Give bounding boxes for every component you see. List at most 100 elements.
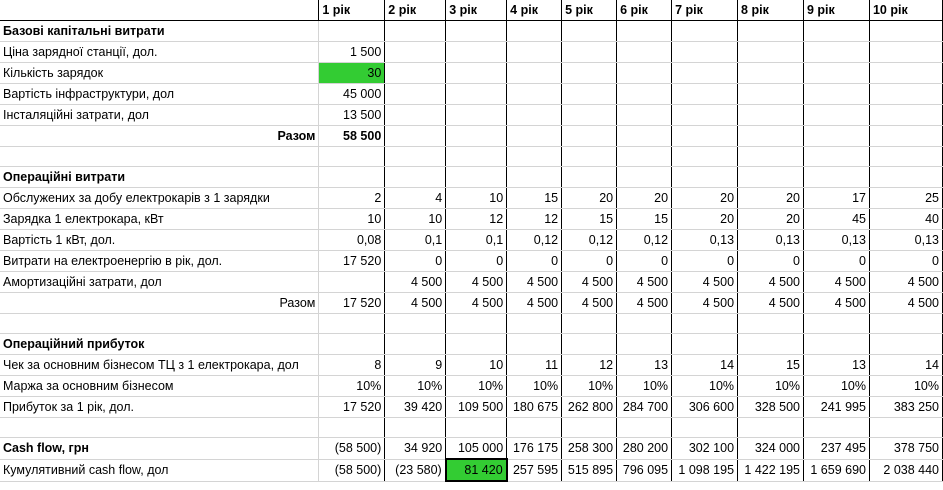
value-cell[interactable] xyxy=(671,41,739,63)
value-cell[interactable] xyxy=(869,125,943,147)
value-cell[interactable]: 257 595 xyxy=(506,459,563,482)
year-header-cell[interactable]: 6 рік xyxy=(616,0,673,21)
value-cell[interactable]: 2 xyxy=(318,187,386,209)
value-cell[interactable]: 4 500 xyxy=(671,292,739,314)
value-cell[interactable] xyxy=(506,104,563,126)
value-cell[interactable]: 12 xyxy=(506,208,563,230)
row-label-cell[interactable]: Зарядка 1 електрокара, кВт xyxy=(0,208,320,230)
value-cell[interactable] xyxy=(869,313,943,334)
value-cell[interactable] xyxy=(869,83,943,105)
value-cell[interactable] xyxy=(506,62,563,84)
value-cell[interactable] xyxy=(506,20,563,42)
value-cell[interactable] xyxy=(869,146,943,167)
value-cell[interactable]: 4 500 xyxy=(384,271,447,293)
row-label-cell[interactable]: Маржа за основним бізнесом xyxy=(0,375,320,397)
row-label-cell[interactable] xyxy=(0,417,320,438)
value-cell[interactable] xyxy=(803,41,870,63)
value-cell[interactable] xyxy=(803,104,870,126)
value-cell[interactable] xyxy=(737,20,804,42)
value-cell[interactable]: 4 500 xyxy=(803,271,870,293)
value-cell[interactable] xyxy=(737,417,804,438)
value-cell[interactable]: 258 300 xyxy=(561,437,618,460)
value-cell[interactable]: 45 xyxy=(803,208,870,230)
value-cell[interactable]: 12 xyxy=(561,354,618,376)
value-cell[interactable]: 17 520 xyxy=(318,292,386,314)
value-cell[interactable] xyxy=(803,313,870,334)
value-cell[interactable]: 1 098 195 xyxy=(671,459,739,482)
value-cell[interactable] xyxy=(737,104,804,126)
value-cell[interactable] xyxy=(445,83,508,105)
value-cell[interactable]: 0,1 xyxy=(384,229,447,251)
year-header-cell[interactable]: 8 рік xyxy=(737,0,804,21)
value-cell[interactable]: 10% xyxy=(803,375,870,397)
value-cell[interactable] xyxy=(616,166,673,188)
year-header-cell[interactable]: 3 рік xyxy=(445,0,508,21)
value-cell[interactable] xyxy=(869,166,943,188)
value-cell[interactable]: 4 500 xyxy=(445,271,508,293)
value-cell[interactable] xyxy=(616,41,673,63)
value-cell[interactable] xyxy=(616,125,673,147)
value-cell[interactable] xyxy=(671,333,739,355)
value-cell[interactable] xyxy=(561,104,618,126)
value-cell[interactable]: 4 500 xyxy=(616,292,673,314)
value-cell[interactable]: 25 xyxy=(869,187,943,209)
value-cell[interactable]: 10% xyxy=(671,375,739,397)
value-cell[interactable]: 17 520 xyxy=(318,396,386,418)
value-cell[interactable] xyxy=(869,20,943,42)
value-cell[interactable]: 14 xyxy=(869,354,943,376)
value-cell[interactable]: 0,1 xyxy=(445,229,508,251)
value-cell[interactable]: 2 038 440 xyxy=(869,459,943,482)
value-cell[interactable] xyxy=(671,146,739,167)
value-cell[interactable] xyxy=(445,166,508,188)
value-cell[interactable]: 0 xyxy=(506,250,563,272)
value-cell[interactable] xyxy=(445,313,508,334)
value-cell[interactable]: 4 500 xyxy=(737,292,804,314)
value-cell[interactable]: 34 920 xyxy=(384,437,447,460)
year-header-cell[interactable]: 9 рік xyxy=(803,0,870,21)
value-cell[interactable]: 20 xyxy=(671,187,739,209)
value-cell[interactable]: 0 xyxy=(445,250,508,272)
value-cell[interactable] xyxy=(318,166,386,188)
value-cell[interactable]: 11 xyxy=(506,354,563,376)
value-cell[interactable]: 4 500 xyxy=(671,271,739,293)
value-cell[interactable]: 0,12 xyxy=(561,229,618,251)
value-cell[interactable] xyxy=(318,20,386,42)
value-cell[interactable]: 4 500 xyxy=(869,271,943,293)
value-cell[interactable] xyxy=(869,417,943,438)
value-cell[interactable] xyxy=(803,62,870,84)
row-label-cell[interactable]: Інсталяційні затрати, дол xyxy=(0,104,320,126)
year-header-cell[interactable]: 4 рік xyxy=(506,0,563,21)
value-cell[interactable]: 328 500 xyxy=(737,396,804,418)
value-cell[interactable]: 284 700 xyxy=(616,396,673,418)
value-cell[interactable] xyxy=(506,41,563,63)
value-cell[interactable] xyxy=(616,20,673,42)
value-cell[interactable] xyxy=(869,62,943,84)
value-cell[interactable]: 0,12 xyxy=(506,229,563,251)
value-cell[interactable]: 4 500 xyxy=(803,292,870,314)
value-cell[interactable]: 20 xyxy=(737,187,804,209)
value-cell[interactable]: 515 895 xyxy=(561,459,618,482)
value-cell[interactable]: 20 xyxy=(737,208,804,230)
value-cell[interactable] xyxy=(384,146,447,167)
value-cell[interactable]: 10% xyxy=(869,375,943,397)
value-cell[interactable]: 0 xyxy=(737,250,804,272)
value-cell[interactable] xyxy=(384,41,447,63)
value-cell[interactable]: 20 xyxy=(561,187,618,209)
value-cell[interactable]: 109 500 xyxy=(445,396,508,418)
value-cell[interactable] xyxy=(616,83,673,105)
value-cell[interactable] xyxy=(561,333,618,355)
value-cell[interactable] xyxy=(803,20,870,42)
value-cell[interactable]: 280 200 xyxy=(616,437,673,460)
value-cell[interactable]: 13 xyxy=(803,354,870,376)
value-cell[interactable] xyxy=(561,313,618,334)
value-cell[interactable] xyxy=(616,313,673,334)
value-cell[interactable] xyxy=(737,166,804,188)
value-cell[interactable] xyxy=(616,333,673,355)
value-cell[interactable]: 17 xyxy=(803,187,870,209)
value-cell[interactable] xyxy=(803,146,870,167)
value-cell[interactable] xyxy=(384,104,447,126)
row-label-cell[interactable]: Операційні витрати xyxy=(0,166,320,188)
value-cell[interactable] xyxy=(318,417,386,438)
value-cell[interactable] xyxy=(671,166,739,188)
value-cell[interactable] xyxy=(318,271,386,293)
